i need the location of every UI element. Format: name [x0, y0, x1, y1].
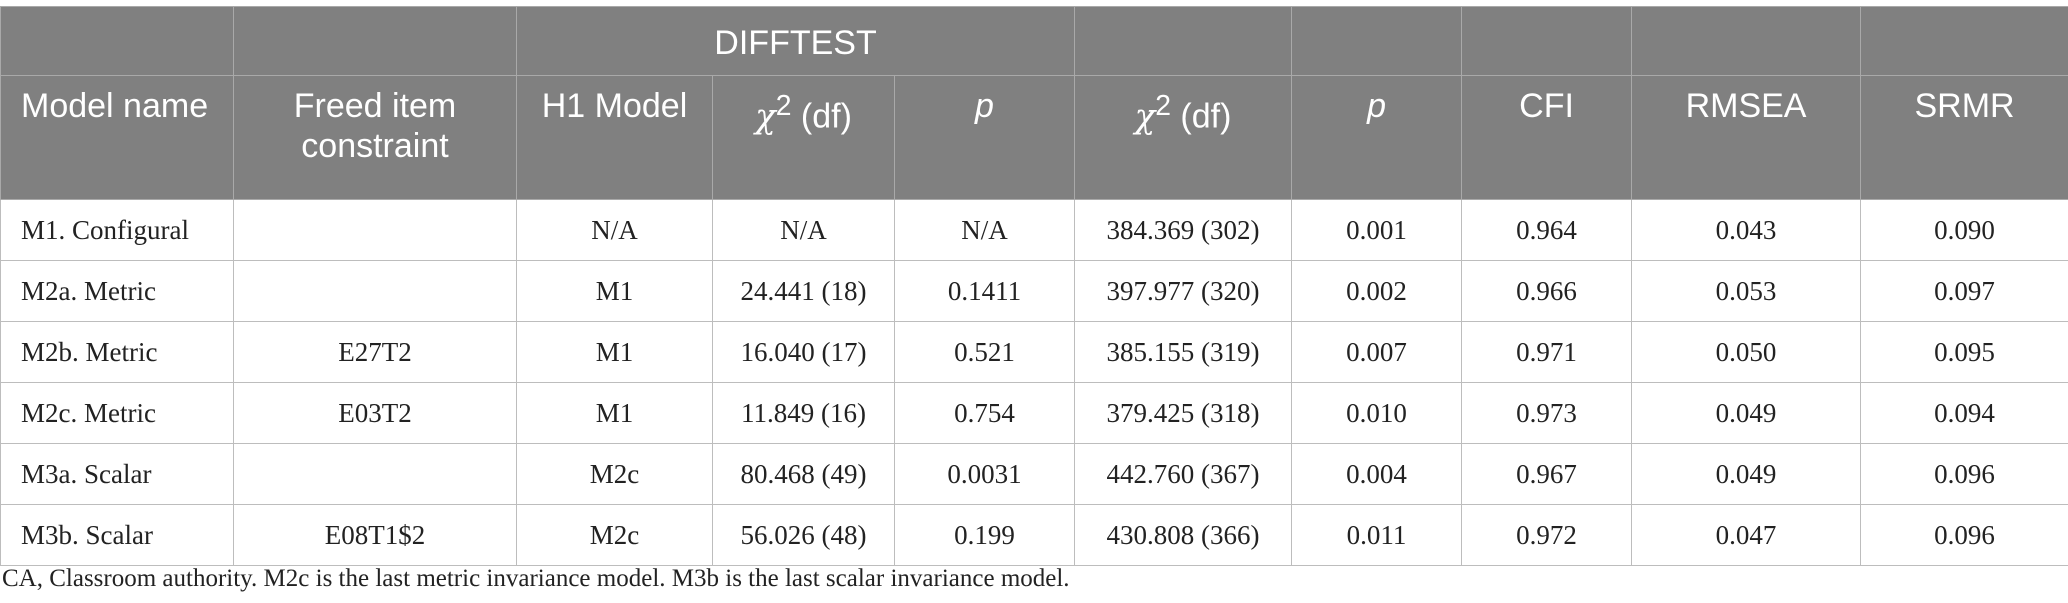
chi-superscript: 2 [1155, 90, 1171, 122]
cell-difftest-chi: 24.441 (18) [712, 260, 895, 322]
cell-chi: 430.808 (366) [1074, 504, 1293, 566]
cell-h1-model: M2c [516, 443, 713, 505]
table-row: M2b. Metric E27T2 M1 16.040 (17) 0.521 3… [0, 321, 2068, 383]
cell-h1-model: M1 [516, 260, 713, 322]
cell-p: 0.010 [1291, 382, 1463, 444]
cell-model-name: M3b. Scalar [0, 504, 234, 566]
header-group-blank [0, 6, 234, 76]
difftest-group-label: DIFFTEST [515, 6, 1076, 76]
cell-rmsea: 0.043 [1631, 199, 1862, 261]
cell-freed-item [233, 443, 517, 505]
cell-difftest-p: N/A [893, 199, 1076, 261]
cell-rmsea: 0.050 [1631, 321, 1862, 383]
table-row: M2a. Metric M1 24.441 (18) 0.1411 397.97… [0, 260, 2068, 322]
cell-h1-model: M1 [516, 382, 713, 444]
header-group-row: DIFFTEST [0, 6, 2068, 76]
table-row: M1. Configural N/A N/A N/A 384.369 (302)… [0, 199, 2068, 261]
col-p: p [1291, 75, 1463, 200]
cell-chi: 397.977 (320) [1074, 260, 1293, 322]
cell-model-name: M2c. Metric [0, 382, 234, 444]
cell-cfi: 0.973 [1461, 382, 1633, 444]
cell-freed-item [233, 260, 517, 322]
header-columns-row: Model name Freed item constraint H1 Mode… [0, 75, 2068, 200]
cell-freed-item: E03T2 [233, 382, 517, 444]
cell-model-name: M3a. Scalar [0, 443, 234, 505]
cell-p: 0.011 [1291, 504, 1463, 566]
cell-difftest-p: 0.199 [893, 504, 1076, 566]
col-difftest-chi-square: χ2 (df) [712, 75, 895, 200]
col-rmsea: RMSEA [1631, 75, 1862, 200]
header-group-blank [1461, 6, 1633, 76]
cell-cfi: 0.971 [1461, 321, 1633, 383]
cell-difftest-chi: 56.026 (48) [712, 504, 895, 566]
cell-difftest-chi: 80.468 (49) [712, 443, 895, 505]
cell-difftest-chi: 11.849 (16) [712, 382, 895, 444]
cell-rmsea: 0.047 [1631, 504, 1862, 566]
cell-srmr: 0.096 [1860, 443, 2068, 505]
invariance-table: DIFFTEST Model name Freed item constrain… [0, 6, 2068, 566]
header-group-blank [1860, 6, 2068, 76]
cell-chi: 442.760 (367) [1074, 443, 1293, 505]
cell-h1-model: M2c [516, 504, 713, 566]
chi-df-label: (df) [791, 97, 852, 136]
cell-p: 0.007 [1291, 321, 1463, 383]
cell-difftest-chi: N/A [712, 199, 895, 261]
cell-difftest-p: 0.0031 [893, 443, 1076, 505]
col-cfi: CFI [1461, 75, 1633, 200]
header-group-blank [1631, 6, 1862, 76]
cell-freed-item: E08T1$2 [233, 504, 517, 566]
cell-model-name: M2a. Metric [0, 260, 234, 322]
cell-model-name: M1. Configural [0, 199, 234, 261]
cell-p: 0.004 [1291, 443, 1463, 505]
cell-srmr: 0.097 [1860, 260, 2068, 322]
chi-df-label: (df) [1170, 97, 1232, 136]
cell-cfi: 0.972 [1461, 504, 1633, 566]
cell-cfi: 0.967 [1461, 443, 1633, 505]
table-row: M3b. Scalar E08T1$2 M2c 56.026 (48) 0.19… [0, 504, 2068, 566]
cell-freed-item: E27T2 [233, 321, 517, 383]
cell-p: 0.001 [1291, 199, 1463, 261]
cell-chi: 385.155 (319) [1074, 321, 1293, 383]
col-h1-model: H1 Model [516, 75, 713, 200]
header-group-blank [1291, 6, 1463, 76]
cell-srmr: 0.095 [1860, 321, 2068, 383]
col-srmr: SRMR [1860, 75, 2068, 200]
col-chi-square: χ2 (df) [1074, 75, 1293, 200]
cell-h1-model: M1 [516, 321, 713, 383]
cell-cfi: 0.966 [1461, 260, 1633, 322]
table-footnote: CA, Classroom authority. M2c is the last… [2, 565, 1070, 592]
cell-p: 0.002 [1291, 260, 1463, 322]
chi-superscript: 2 [775, 90, 792, 122]
cell-chi: 384.369 (302) [1074, 199, 1293, 261]
chi-symbol: χ [1134, 96, 1156, 137]
cell-difftest-p: 0.1411 [893, 260, 1076, 322]
table-row: M3a. Scalar M2c 80.468 (49) 0.0031 442.7… [0, 443, 2068, 505]
cell-rmsea: 0.053 [1631, 260, 1862, 322]
cell-srmr: 0.096 [1860, 504, 2068, 566]
cell-chi: 379.425 (318) [1074, 382, 1293, 444]
cell-h1-model: N/A [516, 199, 713, 261]
cell-freed-item [233, 199, 517, 261]
col-freed-item-constraint: Freed item constraint [233, 75, 517, 200]
col-model-name: Model name [0, 75, 234, 200]
cell-cfi: 0.964 [1461, 199, 1633, 261]
col-difftest-p: p [893, 75, 1076, 200]
chi-symbol: χ [755, 96, 776, 137]
cell-srmr: 0.094 [1860, 382, 2068, 444]
cell-model-name: M2b. Metric [0, 321, 234, 383]
cell-srmr: 0.090 [1860, 199, 2068, 261]
header-group-blank [233, 6, 517, 76]
cell-difftest-chi: 16.040 (17) [712, 321, 895, 383]
cell-difftest-p: 0.521 [893, 321, 1076, 383]
cell-rmsea: 0.049 [1631, 443, 1862, 505]
table-row: M2c. Metric E03T2 M1 11.849 (16) 0.754 3… [0, 382, 2068, 444]
header-group-blank [1074, 6, 1293, 76]
cell-difftest-p: 0.754 [893, 382, 1076, 444]
cell-rmsea: 0.049 [1631, 382, 1862, 444]
